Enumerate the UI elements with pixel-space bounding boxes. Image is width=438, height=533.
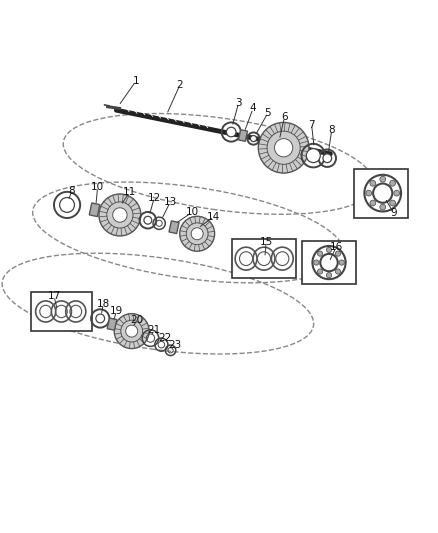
Circle shape bbox=[258, 123, 309, 173]
Text: 4: 4 bbox=[250, 103, 256, 114]
Circle shape bbox=[126, 325, 138, 337]
Circle shape bbox=[336, 251, 341, 256]
Text: 2: 2 bbox=[177, 80, 183, 90]
Circle shape bbox=[394, 190, 399, 196]
Text: 8: 8 bbox=[68, 187, 75, 196]
Text: 14: 14 bbox=[207, 212, 220, 222]
Text: 22: 22 bbox=[158, 333, 171, 343]
Circle shape bbox=[191, 228, 203, 240]
Text: 10: 10 bbox=[185, 207, 198, 217]
Text: 16: 16 bbox=[329, 243, 343, 252]
Bar bbox=[89, 203, 100, 216]
Circle shape bbox=[370, 180, 376, 186]
Text: 11: 11 bbox=[123, 187, 136, 197]
Circle shape bbox=[113, 208, 127, 222]
Circle shape bbox=[323, 154, 332, 163]
Circle shape bbox=[60, 198, 74, 212]
Text: 15: 15 bbox=[260, 237, 273, 247]
Circle shape bbox=[114, 313, 149, 349]
Text: 19: 19 bbox=[110, 306, 123, 317]
Circle shape bbox=[275, 139, 293, 157]
FancyBboxPatch shape bbox=[354, 169, 409, 219]
Text: 12: 12 bbox=[148, 192, 161, 203]
Circle shape bbox=[251, 135, 257, 142]
Bar bbox=[169, 221, 179, 233]
FancyBboxPatch shape bbox=[301, 241, 356, 285]
Circle shape bbox=[144, 216, 152, 224]
Circle shape bbox=[380, 176, 385, 182]
Text: 8: 8 bbox=[328, 125, 335, 135]
Text: 7: 7 bbox=[308, 119, 315, 130]
Text: 18: 18 bbox=[97, 299, 110, 309]
Bar bbox=[239, 130, 247, 141]
Text: 17: 17 bbox=[47, 291, 60, 301]
Text: 21: 21 bbox=[147, 325, 160, 335]
Circle shape bbox=[339, 260, 344, 265]
Text: 23: 23 bbox=[169, 340, 182, 350]
Text: 10: 10 bbox=[91, 182, 104, 192]
Circle shape bbox=[326, 247, 332, 253]
Text: 13: 13 bbox=[163, 197, 177, 207]
Text: 20: 20 bbox=[131, 315, 144, 325]
Text: 6: 6 bbox=[281, 112, 288, 122]
Circle shape bbox=[366, 190, 372, 196]
Circle shape bbox=[380, 204, 385, 210]
Circle shape bbox=[318, 269, 323, 274]
Circle shape bbox=[96, 314, 105, 323]
Circle shape bbox=[370, 200, 376, 206]
Circle shape bbox=[306, 149, 320, 163]
Text: 3: 3 bbox=[235, 98, 242, 108]
Text: 9: 9 bbox=[390, 208, 397, 218]
Circle shape bbox=[99, 194, 141, 236]
Circle shape bbox=[226, 127, 236, 137]
Text: 5: 5 bbox=[265, 108, 271, 118]
Bar bbox=[107, 318, 117, 330]
Circle shape bbox=[390, 180, 396, 186]
FancyBboxPatch shape bbox=[31, 292, 92, 331]
Circle shape bbox=[336, 269, 341, 274]
Text: 1: 1 bbox=[133, 76, 139, 86]
FancyBboxPatch shape bbox=[232, 239, 296, 278]
Circle shape bbox=[314, 260, 319, 265]
Circle shape bbox=[326, 272, 332, 278]
Circle shape bbox=[318, 251, 323, 256]
Circle shape bbox=[390, 200, 396, 206]
Circle shape bbox=[180, 216, 215, 251]
